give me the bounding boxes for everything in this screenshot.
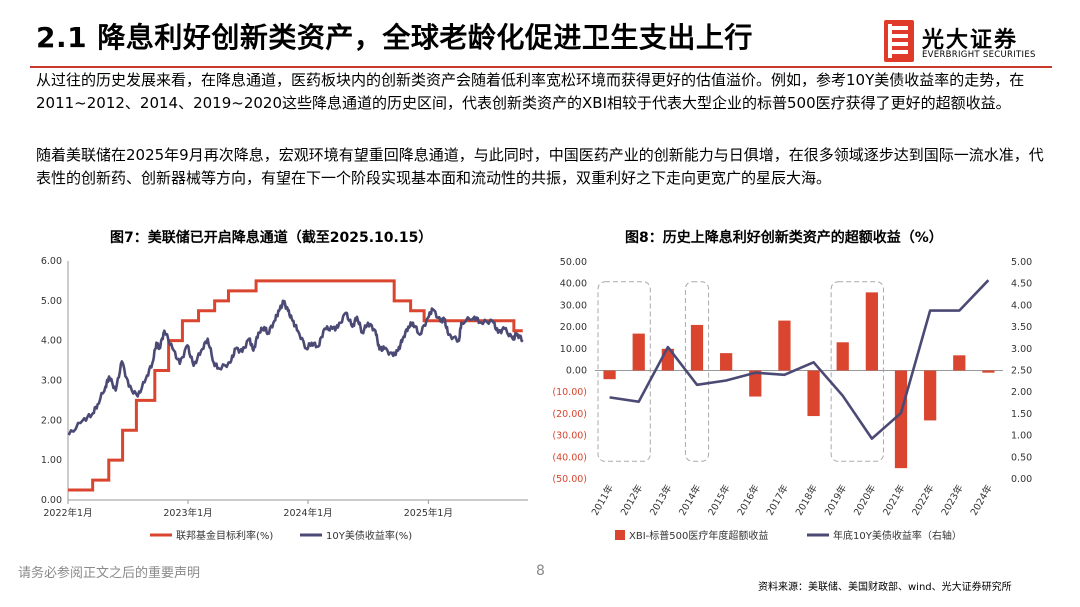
y-right-tick-label: 3.00 <box>1011 344 1032 355</box>
y-tick-label: 2.00 <box>41 415 62 426</box>
data-source: 资料来源：美联储、美国财政部、wind、光大证券研究所 <box>758 582 1012 593</box>
y-right-tick-label: 4.00 <box>1011 300 1032 311</box>
y-tick-label: 4.00 <box>41 336 62 347</box>
y-left-tick-label: 20.00 <box>560 322 587 333</box>
year-end-10y-yield-line <box>609 279 990 440</box>
legend-label-excess-return: XBI-标普500医疗年度超额收益 <box>629 529 768 542</box>
y-right-tick-label: 2.50 <box>1011 366 1032 377</box>
y-right-tick-label: 0.00 <box>1011 474 1032 485</box>
legend-label-yield: 年底10Y美债收益率（右轴） <box>833 529 962 542</box>
x-category-label: 2011年 <box>589 482 616 518</box>
x-tick-label: 2022年1月 <box>43 507 92 519</box>
x-category-label: 2018年 <box>793 482 820 518</box>
x-category-label: 2014年 <box>676 482 703 518</box>
excess-return-bar-line-chart: 50.00 40.00 30.00 20.00 10.00 0.00 (10.00) (20.… <box>552 257 1032 542</box>
x-category-label: 2020年 <box>851 482 878 518</box>
page-number: 8 <box>536 563 545 579</box>
y-left-tick-label: 10.00 <box>560 344 587 355</box>
y-left-tick-label: 30.00 <box>560 300 587 311</box>
x-category-label: 2019年 <box>822 482 849 518</box>
excess-return-bar <box>749 370 762 397</box>
y-right-tick-label: 4.50 <box>1011 279 1032 290</box>
legend-label-fed-rate: 联邦基金目标利率(%) <box>176 529 273 542</box>
x-category-label: 2017年 <box>764 482 791 518</box>
excess-return-bar <box>778 320 791 371</box>
y-left-tick-label: (30.00) <box>552 431 587 442</box>
excess-return-bar <box>720 353 733 371</box>
legend-label-treasury: 10Y美债收益率(%) <box>326 529 412 542</box>
logo-text-cn: 光大证券 <box>922 28 1019 53</box>
excess-return-bar <box>690 324 704 371</box>
excess-return-bar <box>953 355 966 371</box>
figure8-title: 图8：历史上降息利好创新类资产的超额收益（%） <box>625 230 943 246</box>
y-left-tick-label: (40.00) <box>552 452 587 463</box>
excess-return-bar <box>865 292 878 371</box>
y-left-tick-label: 0.00 <box>566 366 587 377</box>
logo-text-en: EVERBRIGHT SECURITIES <box>922 50 1036 60</box>
x-category-label: 2023年 <box>939 482 966 518</box>
excess-return-bar <box>924 370 937 421</box>
y-left-tick-label: 40.00 <box>560 279 587 290</box>
paragraph-outlook: 随着美联储在2025年9月再次降息，宏观环境有望重回降息通道，与此同时，中国医药… <box>36 146 1044 187</box>
excess-return-bar <box>603 370 616 380</box>
excess-return-bar <box>894 370 908 469</box>
x-tick-label: 2023年1月 <box>163 507 212 519</box>
x-tick-label: 2024年1月 <box>283 507 332 519</box>
y-tick-label: 3.00 <box>41 376 62 387</box>
treasury-10y-yield-line <box>67 299 524 436</box>
y-tick-label: 5.00 <box>41 296 62 307</box>
y-right-tick-label: 3.50 <box>1011 322 1032 333</box>
y-left-tick-label: (50.00) <box>552 474 587 485</box>
y-right-tick-label: 0.50 <box>1011 452 1032 463</box>
y-left-tick-label: (20.00) <box>552 409 587 420</box>
x-tick-label: 2025年1月 <box>404 507 453 519</box>
rate-cut-period-box <box>684 281 710 462</box>
excess-return-bar <box>982 370 995 373</box>
legend-swatch-excess-return <box>615 530 625 540</box>
page-title: 2.1 降息利好创新类资产，全球老龄化促进卫生支出上行 <box>36 21 753 54</box>
x-category-label: 2022年 <box>910 482 937 518</box>
x-category-label: 2021年 <box>880 482 907 518</box>
rate-cut-period-box <box>597 281 651 462</box>
x-category-label: 2012年 <box>618 482 645 518</box>
x-category-label: 2015年 <box>706 482 733 518</box>
y-right-tick-label: 1.00 <box>1011 431 1032 442</box>
y-right-tick-label: 1.50 <box>1011 409 1032 420</box>
fed-funds-rate-line <box>68 279 523 492</box>
x-category-label: 2016年 <box>735 482 762 518</box>
y-left-tick-label: (10.00) <box>552 387 587 398</box>
y-left-tick-label: 50.00 <box>560 257 587 268</box>
y-right-tick-label: 2.00 <box>1011 387 1032 398</box>
title-divider <box>30 66 1052 68</box>
disclaimer-note: 请务必参阅正文之后的重要声明 <box>18 566 201 581</box>
figure7-title: 图7：美联储已开启降息通道（截至2025.10.15） <box>110 230 433 246</box>
paragraph-history: 从过往的历史发展来看，在降息通道，医药板块内的创新类资产会随着低利率宽松环境而获… <box>36 71 1025 112</box>
y-tick-label: 6.00 <box>41 256 62 267</box>
y-tick-label: 0.00 <box>41 495 62 506</box>
y-tick-label: 1.00 <box>41 455 62 466</box>
fed-rate-treasury-line-chart: 0.00 1.00 2.00 3.00 4.00 5.00 6.00 2022年1月 2023年… <box>41 256 528 542</box>
x-category-label: 2013年 <box>647 482 674 518</box>
excess-return-bar <box>632 333 645 371</box>
everbright-logo-icon <box>884 20 914 62</box>
rate-cut-period-box <box>830 281 884 462</box>
company-logo: 光大证券 EVERBRIGHT SECURITIES <box>884 20 1054 66</box>
excess-return-bar <box>807 370 820 417</box>
excess-return-bar <box>836 342 849 371</box>
y-right-tick-label: 5.00 <box>1011 257 1032 268</box>
x-category-label: 2024年 <box>968 482 995 518</box>
